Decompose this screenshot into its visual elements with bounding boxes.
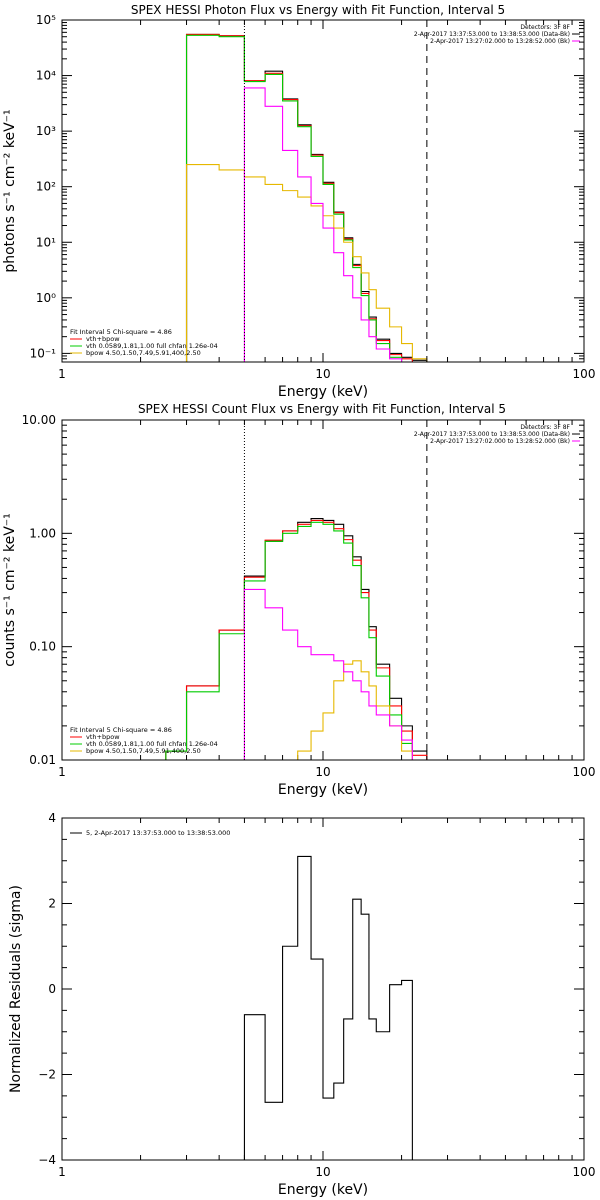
vline-group (243, 20, 428, 362)
series-group (243, 855, 427, 1161)
detector-info-line: 2-Apr-2017 13:37:53.000 to 13:38:53.000 … (414, 31, 570, 38)
x-ticks: 1 10 100 (58, 20, 595, 381)
y-ticks: 0.01 0.10 1.00 10.00 (22, 413, 584, 767)
y-tick-label: 4 (48, 811, 56, 825)
x-tick-label: 1 (58, 1165, 66, 1179)
total-flux-series (165, 518, 428, 760)
y-tick-label: 2 (48, 897, 56, 911)
y-tick-label: −4 (38, 1153, 56, 1167)
x-tick-label: 100 (573, 367, 596, 381)
y-tick-label: 0.01 (29, 753, 56, 767)
y-tick-label: 1.00 (29, 526, 56, 540)
legend-entry: 5, 2-Apr-2017 13:37:53.000 to 13:38:53.0… (86, 829, 230, 837)
x-axis-label: Energy (keV) (278, 1182, 368, 1198)
total-flux-series (243, 855, 427, 1161)
y-axis-label: Normalized Residuals (sigma) (8, 885, 24, 1093)
bpow-series (185, 164, 428, 362)
x-ticks: 1 10 100 (58, 818, 595, 1179)
legend-entry: vth+bpow (86, 335, 120, 343)
chart-title: SPEX HESSI Photon Flux vs Energy with Fi… (131, 3, 505, 17)
background-series (243, 588, 413, 760)
x-tick-label: 1 (58, 765, 66, 779)
y-tick-label: 0.10 (29, 640, 56, 654)
y-tick-label: −2 (38, 1068, 56, 1082)
detector-info: Detectors: 3F 8F 2-Apr-2017 13:37:53.000… (414, 424, 580, 445)
residuals-chart: 1 10 100 −4 −2 0 2 4 Energy (keV) Normalized R… (8, 811, 595, 1198)
series-group (185, 33, 428, 363)
plot-frame (61, 817, 585, 1161)
y-tick-label: 10⁵ (36, 13, 56, 27)
detector-info-line: Detectors: 3F 8F (520, 24, 570, 31)
y-tick-label: 10⁻¹ (30, 346, 57, 360)
x-tick-label: 10 (315, 765, 330, 779)
detector-info: Detectors: 3F 8F 2-Apr-2017 13:37:53.000… (414, 24, 580, 45)
y-ticks: −4 −2 0 2 4 (38, 811, 584, 1167)
detector-info-line: 2-Apr-2017 13:27:02.000 to 13:28:52.000 … (430, 38, 570, 45)
y-ticks: 10⁻¹ 10⁰ 10¹ 10² 10³ 10⁴ 10⁵ (30, 13, 584, 363)
x-tick-label: 1 (58, 367, 66, 381)
legend: 5, 2-Apr-2017 13:37:53.000 to 13:38:53.0… (70, 829, 230, 837)
legend-entry: vth 0.0589,1.81,1.00 full chfan 1.26e-04 (86, 342, 218, 350)
chart-title: SPEX HESSI Count Flux vs Energy with Fit… (138, 402, 506, 416)
legend-entry: Fit Interval 5 Chi-square = 4.86 (70, 328, 172, 336)
legend: Fit Interval 5 Chi-square = 4.86 vth+bpo… (70, 328, 218, 357)
count-flux-chart: SPEX HESSI Count Flux vs Energy with Fit… (2, 402, 595, 798)
y-axis-label: counts s⁻¹ cm⁻² keV⁻¹ (2, 513, 18, 667)
plot-frame (61, 19, 585, 363)
vth-series (185, 34, 403, 362)
x-axis-label: Energy (keV) (278, 782, 368, 798)
legend-entry: Fit Interval 5 Chi-square = 4.86 (70, 726, 172, 734)
model-sum-series (185, 33, 427, 363)
x-axis-label: Energy (keV) (278, 384, 368, 400)
detector-info-line: 2-Apr-2017 13:37:53.000 to 13:38:53.000 … (414, 431, 570, 438)
background-series (243, 87, 403, 362)
y-tick-label: 10² (36, 180, 56, 194)
vline-group (243, 420, 428, 760)
y-tick-label: 10¹ (36, 235, 56, 249)
detector-info-line: Detectors: 3F 8F (520, 424, 570, 431)
photon-flux-chart: SPEX HESSI Photon Flux vs Energy with Fi… (2, 3, 595, 400)
x-tick-label: 100 (573, 765, 596, 779)
legend: Fit Interval 5 Chi-square = 4.86 vth+bpo… (70, 726, 218, 755)
legend-entry: vth 0.0589,1.81,1.00 full chfan 1.26e-04 (86, 740, 218, 748)
legend-entry: vth+bpow (86, 733, 120, 741)
detector-info-line: 2-Apr-2017 13:27:02.000 to 13:28:52.000 … (430, 438, 570, 445)
total-flux-series (185, 33, 428, 362)
x-tick-label: 10 (315, 367, 330, 381)
vth-series (165, 521, 427, 761)
x-tick-label: 10 (315, 1165, 330, 1179)
legend-entry: bpow 4.50,1.50,7.49,5.91,400,2.50 (86, 349, 201, 357)
y-tick-label: 10.00 (22, 413, 56, 427)
plot-frame (61, 419, 585, 761)
y-tick-label: 10³ (36, 124, 56, 138)
series-group (165, 518, 428, 761)
x-tick-label: 100 (573, 1165, 596, 1179)
y-axis-label: photons s⁻¹ cm⁻² keV⁻¹ (2, 109, 18, 272)
y-tick-label: 10⁰ (36, 291, 56, 305)
model-sum-series (165, 519, 428, 760)
legend-entry: bpow 4.50,1.50,7.49,5.91,400,2.50 (86, 747, 201, 755)
y-tick-label: 0 (48, 982, 56, 996)
y-tick-label: 10⁴ (36, 69, 56, 83)
